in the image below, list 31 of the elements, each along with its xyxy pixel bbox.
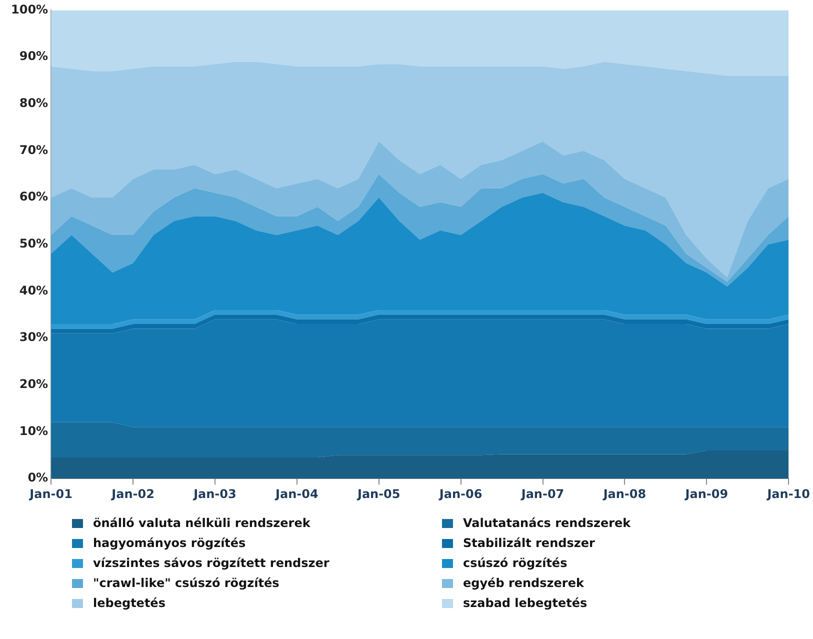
legend-label: egyéb rendszerek	[463, 576, 584, 590]
y-tick-label: 60%	[19, 190, 48, 204]
legend-label: hagyományos rögzítés	[93, 536, 246, 550]
x-tick-label: Jan-04	[274, 486, 318, 501]
x-tick-label: Jan-05	[356, 486, 400, 501]
x-tick-label: Jan-08	[602, 486, 646, 501]
legend-label: önálló valuta nélküli rendszerek	[93, 516, 310, 530]
legend-label: Stabilizált rendszer	[463, 536, 595, 550]
y-tick-label: 70%	[19, 142, 48, 157]
x-tick-label: Jan-07	[520, 486, 564, 501]
legend-label: "crawl-like" csúszó rögzítés	[93, 576, 280, 590]
x-tick-label: Jan-03	[192, 486, 236, 501]
y-tick-label: 90%	[19, 49, 48, 64]
y-tick-label: 10%	[19, 424, 48, 438]
x-tick-label: Jan-02	[110, 486, 154, 501]
legend-label: Valutatanács rendszerek	[463, 516, 631, 530]
x-tick-label: Jan-01	[28, 486, 72, 501]
x-tick-label: Jan-06	[438, 486, 482, 501]
legend-label: szabad lebegtetés	[463, 596, 588, 610]
y-tick-label: 30%	[19, 330, 48, 344]
legend-label: csúszó rögzítés	[463, 556, 568, 570]
y-tick-label: 20%	[19, 377, 48, 392]
legend-label: lebegtetés	[93, 596, 166, 610]
x-tick-label: Jan-10	[766, 486, 810, 501]
y-tick-label: 0%	[28, 470, 48, 485]
y-tick-label: 80%	[19, 96, 48, 110]
y-tick-label: 40%	[19, 283, 48, 298]
y-tick-label: 100%	[10, 2, 48, 16]
y-tick-label: 50%	[19, 236, 48, 251]
legend-label: vízszintes sávos rögzített rendszer	[93, 556, 330, 570]
x-tick-label: Jan-09	[684, 486, 728, 501]
